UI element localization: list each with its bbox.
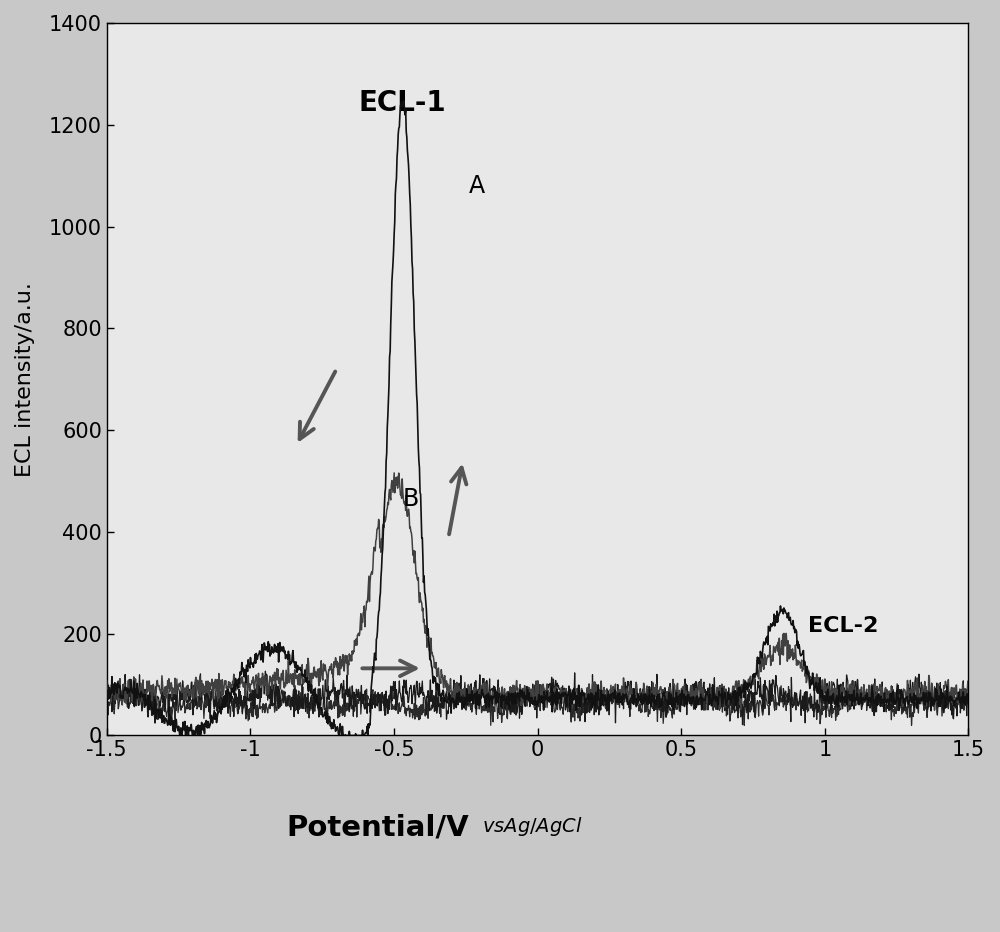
Text: Potential/V: Potential/V	[286, 814, 469, 842]
Text: A: A	[469, 174, 485, 198]
Text: ECL-2: ECL-2	[808, 616, 878, 636]
Text: B: B	[402, 487, 418, 511]
Text: ECL-1: ECL-1	[359, 89, 446, 117]
Y-axis label: ECL intensity/a.u.: ECL intensity/a.u.	[15, 281, 35, 476]
Text: $\mathit{vsAg/AgCl}$: $\mathit{vsAg/AgCl}$	[482, 816, 582, 838]
